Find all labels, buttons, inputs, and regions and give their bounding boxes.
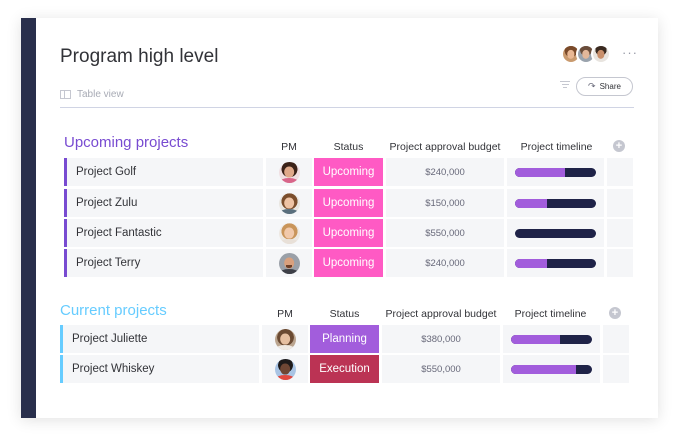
item-name[interactable]: Project Fantastic bbox=[64, 219, 263, 247]
timeline-cell[interactable] bbox=[503, 355, 600, 383]
budget-value[interactable]: $240,000 bbox=[386, 158, 504, 186]
timeline-cell[interactable] bbox=[503, 325, 600, 353]
item-name[interactable]: Project Juliette bbox=[60, 325, 259, 353]
header-divider bbox=[60, 107, 634, 108]
timeline-fill bbox=[511, 334, 560, 344]
timeline-bar bbox=[511, 334, 592, 344]
item-name[interactable]: Project Whiskey bbox=[60, 355, 259, 383]
timeline-bar bbox=[515, 258, 596, 268]
budget-value[interactable]: $150,000 bbox=[386, 189, 504, 217]
timeline-cell[interactable] bbox=[507, 249, 604, 277]
empty-cell bbox=[603, 355, 629, 383]
timeline-fill bbox=[511, 364, 576, 374]
column-header-timeline[interactable]: Project timeline bbox=[520, 141, 593, 153]
column-header-budget[interactable]: Project approval budget bbox=[389, 141, 501, 153]
table-icon bbox=[60, 90, 71, 99]
timeline-fill bbox=[515, 167, 566, 177]
timeline-bar bbox=[515, 198, 596, 208]
table-view-label: Table view bbox=[77, 89, 124, 100]
timeline-cell[interactable] bbox=[507, 158, 604, 186]
pm-cell[interactable] bbox=[266, 158, 312, 186]
timeline-bar bbox=[515, 228, 596, 238]
item-name[interactable]: Project Terry bbox=[64, 249, 263, 277]
budget-value[interactable]: $380,000 bbox=[382, 325, 500, 353]
person-avatar bbox=[278, 252, 300, 274]
budget-value[interactable]: $550,000 bbox=[382, 355, 500, 383]
left-sidebar-strip bbox=[21, 18, 36, 418]
timeline-fill bbox=[515, 258, 548, 268]
empty-cell bbox=[603, 325, 629, 353]
column-header-pm[interactable]: PM bbox=[277, 308, 293, 320]
status-label[interactable]: Upcoming bbox=[314, 158, 383, 186]
board-title[interactable]: Program high level bbox=[60, 46, 219, 67]
table-view-tab[interactable]: Table view bbox=[60, 89, 124, 100]
status-label[interactable]: Execution bbox=[310, 355, 379, 383]
status-label[interactable]: Upcoming bbox=[314, 219, 383, 247]
pm-cell[interactable] bbox=[262, 355, 308, 383]
group-title-current[interactable]: Current projects bbox=[60, 302, 167, 319]
status-label[interactable]: Upcoming bbox=[314, 189, 383, 217]
board-members[interactable] bbox=[561, 44, 611, 64]
share-button[interactable]: ↷ Share bbox=[576, 77, 633, 96]
pm-cell[interactable] bbox=[266, 249, 312, 277]
share-button-label: Share bbox=[599, 82, 621, 91]
person-avatar bbox=[274, 358, 296, 380]
share-arrow-icon: ↷ bbox=[588, 81, 596, 91]
item-name[interactable]: Project Zulu bbox=[64, 189, 263, 217]
budget-value[interactable]: $240,000 bbox=[386, 249, 504, 277]
group-title-upcoming[interactable]: Upcoming projects bbox=[64, 134, 189, 151]
board-card: Program high level Table view ··· ↷ Shar… bbox=[21, 18, 658, 418]
column-header-status[interactable]: Status bbox=[333, 141, 364, 153]
add-column-icon[interactable]: + bbox=[613, 140, 625, 152]
timeline-bar bbox=[511, 364, 592, 374]
item-name[interactable]: Project Golf bbox=[64, 158, 263, 186]
pm-cell[interactable] bbox=[266, 189, 312, 217]
empty-cell bbox=[607, 249, 633, 277]
filter-icon[interactable] bbox=[560, 81, 570, 89]
timeline-cell[interactable] bbox=[507, 219, 604, 247]
column-header-timeline[interactable]: Project timeline bbox=[514, 308, 587, 320]
pm-cell[interactable] bbox=[266, 219, 312, 247]
status-label[interactable]: Upcoming bbox=[314, 249, 383, 277]
empty-cell bbox=[607, 189, 633, 217]
column-header-status[interactable]: Status bbox=[329, 308, 360, 320]
person-avatar bbox=[278, 192, 300, 214]
timeline-fill bbox=[515, 198, 548, 208]
person-avatar bbox=[274, 328, 296, 350]
column-header-pm[interactable]: PM bbox=[281, 141, 297, 153]
empty-cell bbox=[607, 219, 633, 247]
timeline-bar bbox=[515, 167, 596, 177]
empty-cell bbox=[607, 158, 633, 186]
member-avatar[interactable] bbox=[591, 44, 611, 64]
column-header-budget[interactable]: Project approval budget bbox=[385, 308, 497, 320]
person-avatar bbox=[278, 222, 300, 244]
add-column-icon[interactable]: + bbox=[609, 307, 621, 319]
pm-cell[interactable] bbox=[262, 325, 308, 353]
person-avatar bbox=[278, 161, 300, 183]
budget-value[interactable]: $550,000 bbox=[386, 219, 504, 247]
status-label[interactable]: Planning bbox=[310, 325, 379, 353]
more-options-icon[interactable]: ··· bbox=[622, 45, 638, 60]
timeline-cell[interactable] bbox=[507, 189, 604, 217]
